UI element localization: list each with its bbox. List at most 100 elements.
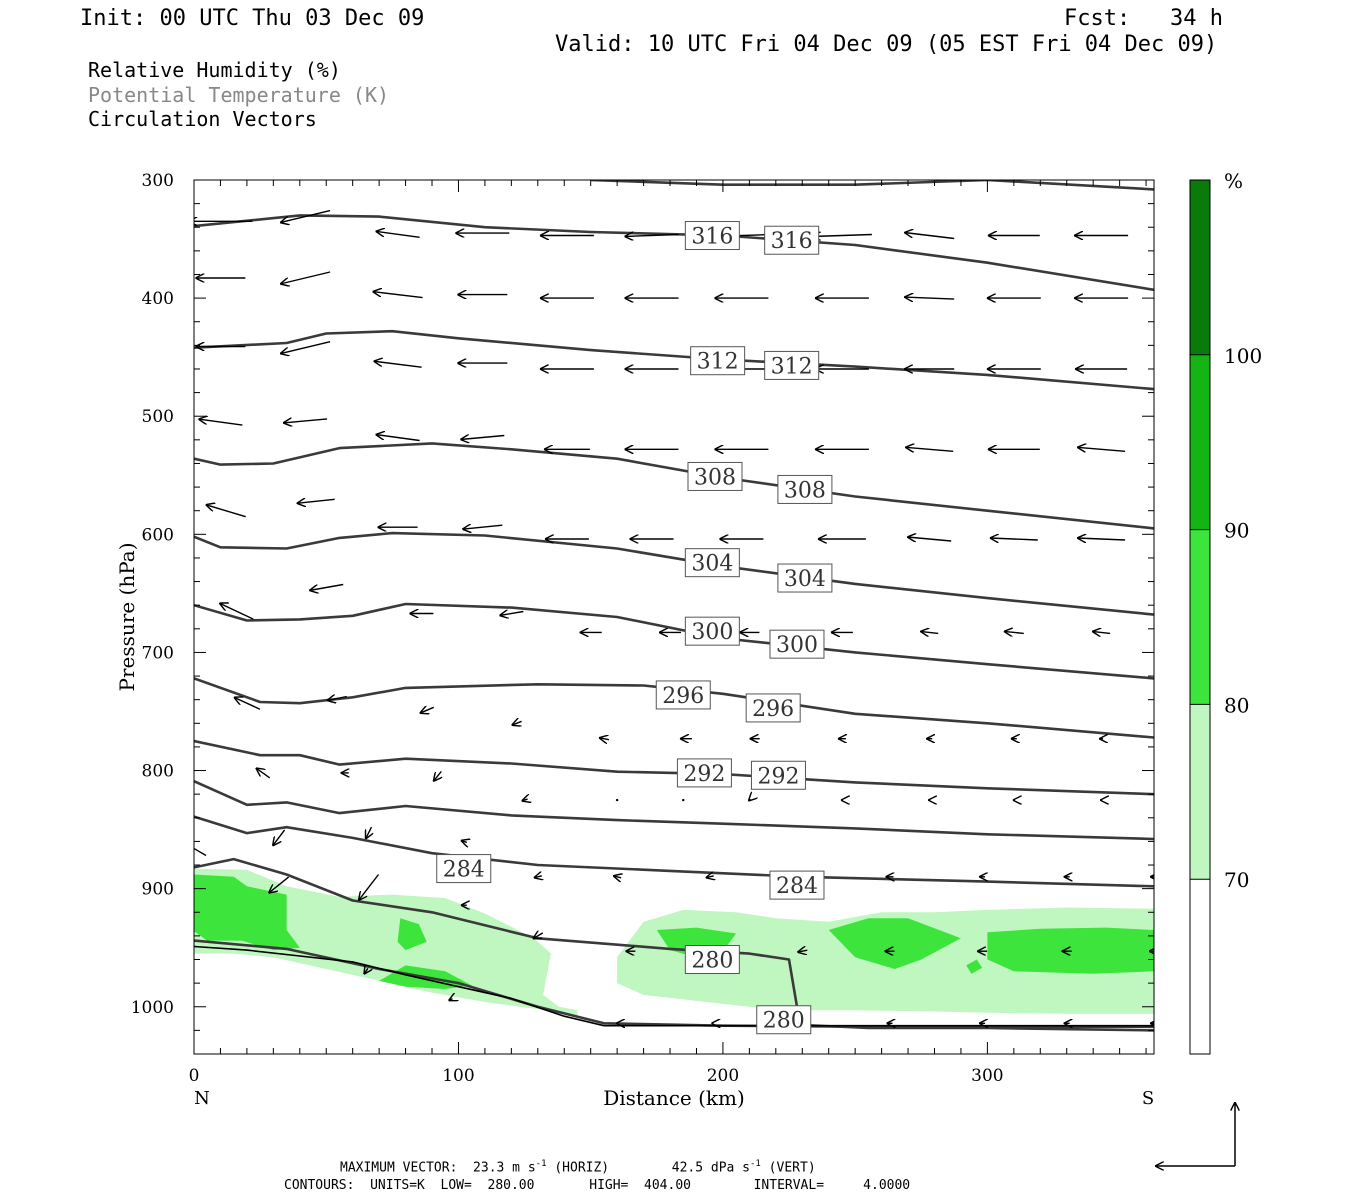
vector-arrow [433,770,441,781]
contour-label: 308 [777,474,833,504]
contour-label: 280 [756,1005,812,1035]
vector-arrow [461,840,467,842]
contour-label-text: 308 [784,478,826,503]
vector-arrow [1092,631,1111,633]
init-time: Init: 00 UTC Thu 03 Dec 09 [80,6,425,31]
contour-label-box [764,350,820,380]
contour-label-text: 304 [784,567,826,592]
vector-arrow [364,968,368,974]
theta-contour-line [194,780,1154,841]
colorbar-label: 70 [1224,868,1249,892]
axis-ticks: 300 400 500 600 700 800 900 1000 0 100 200 300 [131,171,1154,1086]
contour-label: 312 [690,346,746,376]
contour-label-box [764,225,820,255]
contour-label-box [777,474,833,504]
vector-arrow [366,826,372,839]
vector-arrow [797,950,808,952]
y-tick-label: 900 [142,880,174,900]
contour-label-box [655,680,711,710]
rh-region-70 [194,868,578,1017]
contour-label-box [676,758,732,788]
x-axis-label: Distance (km) [603,1086,745,1110]
y-tick-label: 300 [142,171,174,191]
circulation-vectors [194,209,1154,1024]
contour-label-text: 284 [776,874,818,899]
contours-note: CONTOURS: UNITS=K LOW= 280.00 HIGH= 404.… [284,1178,911,1193]
contour-label: 312 [764,350,820,380]
vector-arrow [615,798,619,802]
theta-contour-line [194,531,1154,616]
contour-label-box [436,854,492,884]
vector-arrow [907,537,952,541]
contour-labels: 316 316 312 312 308 308 304 304 300 300 296 296 292 2… [436,221,833,1035]
vector-arrow [283,419,328,423]
theta-contour-line [194,739,1154,796]
contour-label-text: 312 [771,354,813,379]
colorbar-segment [1190,354,1210,530]
y-tick-label: 500 [142,407,174,427]
contour-label-box [745,693,801,723]
x-tick-label: 200 [707,1066,739,1086]
contour-label-text: 304 [691,552,733,577]
vector-arrow [812,235,872,237]
vector-arrow [269,876,290,893]
contour-label: 280 [684,945,740,975]
relative-humidity-fill [194,868,1154,1017]
contour-label-text: 300 [776,633,818,658]
contour-label-box [684,945,740,975]
colorbar-frame [1189,179,1211,1055]
vector-arrow [234,697,261,710]
colorbar-label: 80 [1224,693,1249,717]
colorbar: 70 80 90 100 [1189,179,1262,1055]
legend-rh: Relative Humidity (%) [88,58,341,82]
contour-label-box [684,616,740,646]
vector-arrow [376,435,420,442]
rh-region-80 [397,918,427,951]
vector-arrow [499,612,524,616]
vector-arrow [748,799,750,801]
vector-arrow [512,721,522,725]
theta-contour-line [194,602,1154,680]
contour-label-text: 316 [771,229,813,254]
contour-label: 316 [684,221,740,251]
vector-arrow [206,505,246,518]
contour-label: 292 [676,758,732,788]
contour-label: 304 [684,548,740,578]
vector-arrow [219,603,254,620]
vector-arrow [522,799,528,801]
vector-arrow [1077,447,1126,451]
vector-arrow [1004,631,1024,633]
y-tick-label: 800 [142,762,174,782]
contour-label: 296 [745,693,801,723]
theta-contour-line [194,214,1154,292]
south-label: S [1142,1088,1154,1109]
rh-region-80 [966,959,983,974]
vector-arrow [462,525,503,529]
theta-contour-line [194,815,1154,888]
legend-theta: Potential Temperature (K) [88,83,390,107]
contour-label: 296 [655,680,711,710]
y-tick-label: 700 [142,643,174,663]
contour-label-text: 280 [763,1009,805,1034]
contour-label-box [756,1005,812,1035]
vector-arrow [198,419,243,426]
contour-label-box [769,629,825,659]
vector-arrow [905,447,954,451]
vector-arrow [420,707,434,713]
vector-arrow [534,876,542,878]
colorbar-segment [1190,704,1210,880]
vector-arrow [280,341,331,354]
colorbar-label: 100 [1224,344,1262,368]
vector-arrow [374,361,422,368]
vector-arrow [460,436,505,440]
colorbar-label: 90 [1224,519,1249,543]
y-tick-label: 400 [142,289,174,309]
contour-label-box [750,760,806,790]
vector-arrow [613,876,621,878]
vector-arrow [904,233,955,240]
contour-label-text: 296 [662,684,704,709]
contour-label-text: 284 [443,858,485,883]
contour-label: 308 [687,461,743,491]
vector-arrow [706,876,714,878]
vector-arrow [194,847,207,857]
